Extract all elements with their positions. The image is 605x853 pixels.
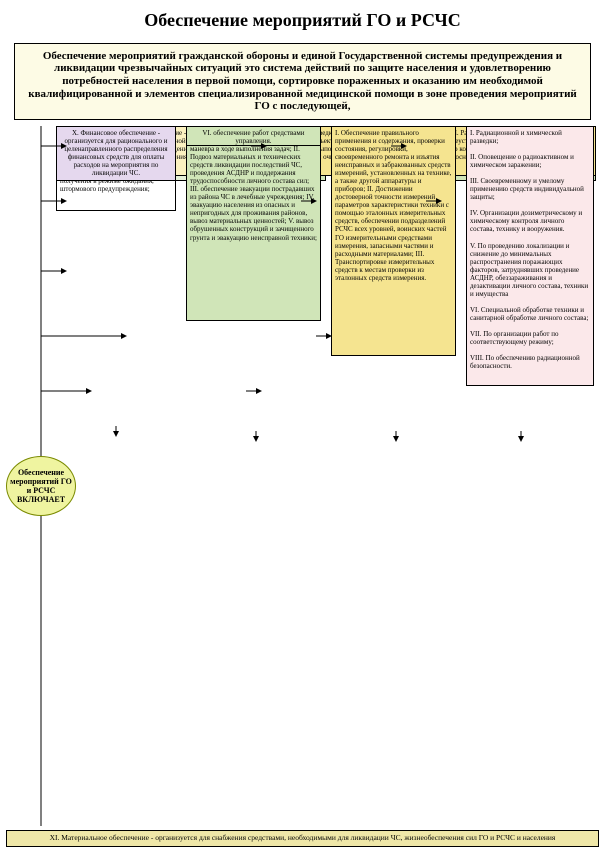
col9-list: I. Радиационной и химической разведки; I… (466, 126, 594, 386)
hub-ellipse: Обеспечение мероприятий ГО и РСЧС ВКЛЮЧА… (6, 456, 76, 516)
main-definition-box: Обеспечение мероприятий гражданской обор… (14, 43, 591, 120)
col7-b2: VI. обеспечение работ средствами управле… (186, 126, 321, 146)
col6-fin: X. Финансовое обеспечение - организуется… (56, 126, 176, 181)
page-title: Обеспечение мероприятий ГО и РСЧС (0, 0, 605, 39)
footer-material: XI. Материальное обеспечение - организуе… (6, 830, 599, 847)
col8-list: I. Обеспечение правильного применения и … (331, 126, 456, 356)
diagram-area: Обеспечение мероприятий ГО и РСЧС ВКЛЮЧА… (6, 126, 599, 826)
col7-b1: I. Подвоз сил на участки (объект) провед… (186, 126, 321, 321)
hub-label: Обеспечение мероприятий ГО и РСЧС ВКЛЮЧА… (9, 468, 73, 505)
